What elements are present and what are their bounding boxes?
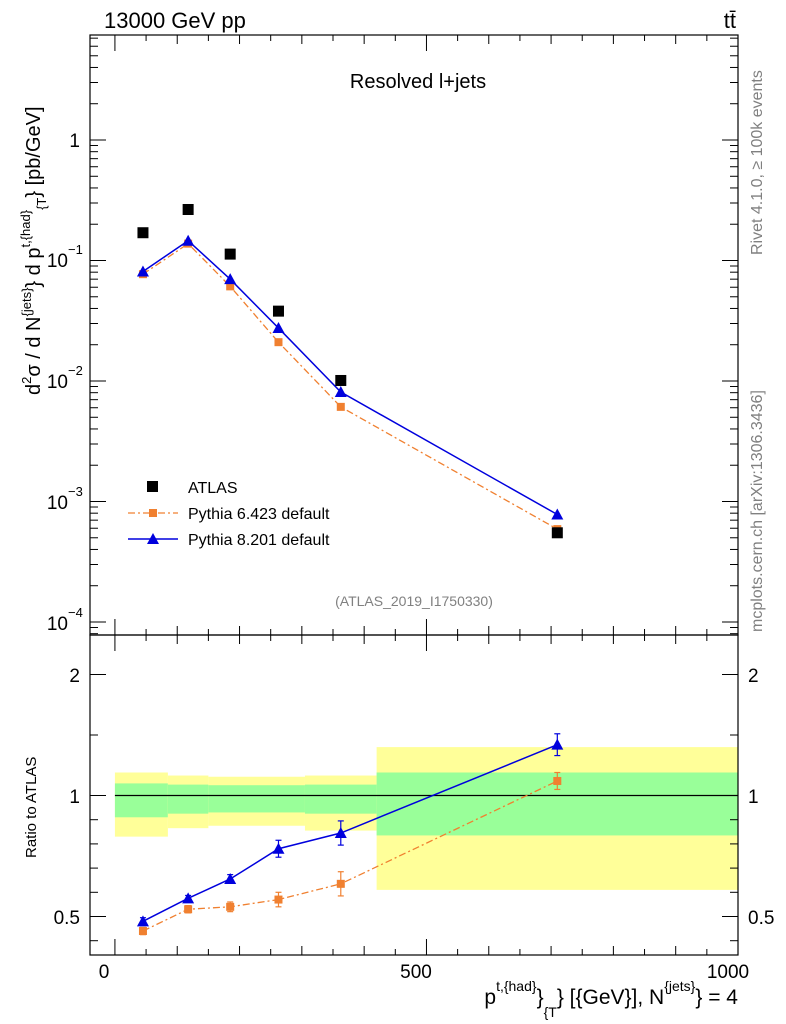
py8-point [272,322,285,334]
ratio-y-right-05: 0.5 [748,908,774,929]
ratio-py8-point [136,915,149,927]
x-tick-label-1000: 1000 [707,962,749,983]
py8-point [136,265,149,277]
ratio-py8-line [142,743,558,923]
legend-py8-marker [147,533,159,544]
process-label: tt̄ [724,8,736,33]
ratio-y-left-2: 2 [69,666,80,687]
ratio-stat-uncertainty-band [114,783,168,818]
py8-line [142,239,558,516]
y-tick-label-1: 1 [69,131,80,152]
atlas-point [182,203,194,215]
ratio-y-right-2: 2 [748,666,759,687]
atlas-point [272,305,284,317]
atlas-point [137,227,149,239]
main-data [136,203,564,539]
legend-py6-label: Pythia 6.423 default [188,506,330,523]
ratio-py6-point [138,927,147,936]
analysis-label: (ATLAS_2019_I1750330) [335,593,493,609]
y-tick-exp-1e-2: −2 [68,363,83,378]
ratio-py8-point [182,892,195,904]
ratio-py6-point [553,776,562,785]
ratio-py8-point [272,842,285,854]
y-tick-label-1e-2: 10 [47,372,68,393]
x-tick-labels: 0 500 1000 [99,962,749,983]
plot-title: Resolved l+jets [350,71,486,93]
main-y-axis-label: d2σ / d N{jets}} d pt,{had}{T} [pb/GeV] [18,106,49,395]
ratio-y-tick-labels: 2 1 0.5 2 1 0.5 [54,666,775,929]
x-axis-label: pt,{had}}{T} [{GeV}], N{jets}} = 4 [484,978,738,1020]
rivet-label: Rivet 4.1.0, ≥ 100k events [749,70,766,255]
ratio-py8-point [551,738,564,750]
ratio-py6-point [226,902,235,911]
legend-atlas-label: ATLAS [188,480,238,497]
y-tick-label-1e-4: 10 [47,614,68,635]
ratio-data [136,733,564,936]
py8-point [334,386,347,398]
py8-point [551,508,564,520]
energy-label: 13000 GeV pp [104,8,246,33]
ratio-y-left-05: 0.5 [54,908,80,929]
legend-py6-marker [149,509,157,517]
ratio-py6-line [142,780,558,932]
ratio-stat-uncertainty-band [208,785,305,813]
y-tick-label-1e-1: 10 [47,251,68,272]
ratio-stat-uncertainty-band [304,784,377,814]
py6-point [226,282,235,291]
main-y-ticks [90,37,738,635]
legend-py8-label: Pythia 8.201 default [188,532,330,549]
ratio-y-axis-label: Ratio to ATLAS [23,757,40,858]
atlas-point [335,374,347,386]
y-tick-exp-1e-3: −3 [68,484,83,499]
py8-point [224,273,237,285]
y-tick-exp-1e-4: −4 [68,605,83,620]
ratio-y-right-1: 1 [748,787,759,808]
ratio-py6-point [336,879,345,888]
ratio-py8-point [334,827,347,839]
py6-line [142,242,558,530]
legend: ATLAS Pythia 6.423 default Pythia 8.201 … [128,480,330,549]
ratio-y-left-1: 1 [69,787,80,808]
mcplots-label: mcplots.cern.ch [arXiv:1306.3436] [749,390,766,632]
py8-point [182,234,195,246]
atlas-point [551,527,563,539]
ratio-py6-point [184,905,193,914]
x-tick-label-0: 0 [99,962,110,983]
py6-point [336,402,345,411]
atlas-point [224,248,236,260]
legend-atlas-marker [147,481,158,492]
main-y-tick-labels: 1 10 −1 10 −2 10 −3 10 −4 [47,131,83,635]
y-tick-label-1e-3: 10 [47,493,68,514]
ratio-bands [114,747,738,890]
ratio-py8-point [224,872,237,884]
py6-point [274,338,283,347]
ratio-y-ticks [90,674,738,942]
x-ticks [114,35,739,955]
x-tick-label-500: 500 [400,962,432,983]
ratio-py6-point [274,895,283,904]
ratio-stat-uncertainty-band [167,784,209,814]
y-tick-exp-1e-1: −1 [68,242,83,257]
